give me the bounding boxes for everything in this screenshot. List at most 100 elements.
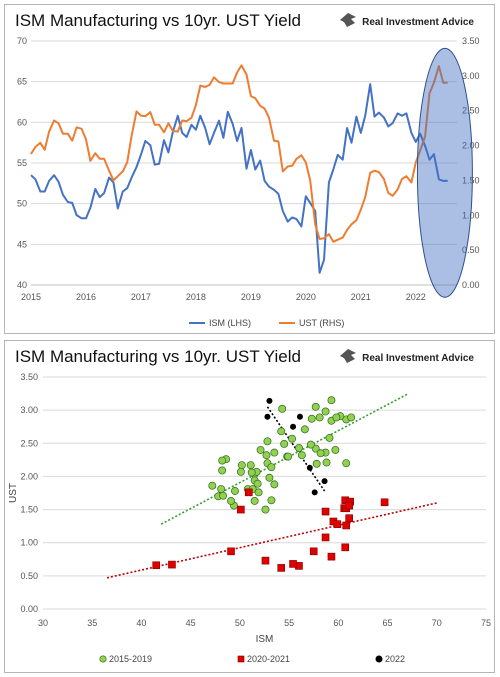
x-tick-label: 2018 <box>186 292 206 302</box>
scatter-point <box>237 505 245 514</box>
scatter-point <box>265 473 274 482</box>
scatter-point <box>219 491 228 500</box>
scatter-point <box>208 481 217 490</box>
scatter-point <box>321 407 330 416</box>
scatter-point <box>218 466 227 475</box>
x-tick-label: 2021 <box>351 292 371 302</box>
scatter-point <box>278 404 287 413</box>
bottom-logo: Real Investment Advice <box>338 347 474 370</box>
scatter-point <box>321 533 330 542</box>
scatter-point <box>342 459 351 468</box>
x-tick-label: 60 <box>333 618 343 628</box>
eagle-icon <box>338 11 358 34</box>
x-tick-label: 2020 <box>296 292 316 302</box>
x-tick-label: 40 <box>136 618 146 628</box>
y-tick-label: 3.00 <box>20 405 38 415</box>
scatter-point <box>342 521 351 530</box>
highlight-ellipse <box>416 47 473 298</box>
trendline <box>160 393 408 525</box>
scatter-point <box>270 448 279 457</box>
scatter-point <box>227 547 235 556</box>
trendline <box>266 406 326 492</box>
trendline <box>106 502 437 579</box>
scatter-point <box>236 467 245 476</box>
bottom-chart-title: ISM Manufacturing vs 10yr. UST Yield <box>15 347 301 366</box>
scatter-point <box>307 414 316 423</box>
scatter-point <box>267 496 276 505</box>
y-left-tick-label: 60 <box>17 117 27 127</box>
x-tick-label: 2016 <box>76 292 96 302</box>
scatter-point <box>237 461 246 470</box>
scatter-point <box>297 451 306 460</box>
scatter-point <box>289 560 297 568</box>
x-tick-label: 30 <box>38 618 48 628</box>
scatter-point <box>261 556 270 565</box>
scatter-point <box>327 396 336 405</box>
x-tick-label: 70 <box>432 618 442 628</box>
scatter-point <box>277 564 286 572</box>
scatter-point <box>250 497 259 505</box>
y-right-tick-label: 0.50 <box>462 245 480 255</box>
top-chart-panel: ISM Manufacturing vs 10yr. UST Yield Rea… <box>4 4 495 334</box>
scatter-point <box>341 543 350 552</box>
x-tick-label: 2022 <box>406 292 426 302</box>
scatter-point <box>217 485 226 493</box>
x-tick-label: 2015 <box>21 292 41 302</box>
scatter-point <box>321 478 328 485</box>
x-tick-label: 45 <box>186 618 196 628</box>
legend-label: 2022 <box>385 654 405 664</box>
series-line-ism <box>30 83 448 274</box>
scatter-point <box>327 552 336 561</box>
scatter-point <box>247 468 256 477</box>
scatter-point <box>261 505 270 514</box>
line-chart-svg: 404550556065700.000.501.001.502.002.503.… <box>17 36 480 328</box>
scatter-point <box>380 498 389 507</box>
x-tick-label: 2017 <box>131 292 151 302</box>
scatter-point <box>218 456 227 465</box>
scatter-point <box>345 501 353 510</box>
scatter-point <box>246 461 255 470</box>
y-right-tick-label: 3.50 <box>462 36 480 46</box>
y-tick-label: 2.50 <box>20 438 38 448</box>
y-right-tick-label: 0.00 <box>462 280 480 290</box>
scatter-point <box>168 560 176 569</box>
top-logo: Real Investment Advice <box>338 11 474 34</box>
scatter-chart-svg: 0.00 0.50 1.00 1.50 2.00 2.50 3.00 3.50 30 35 40 45… <box>8 372 491 664</box>
x-tick-label: 65 <box>383 618 393 628</box>
y-tick-label: 0.00 <box>20 604 38 614</box>
y-right-tick-label: 2.00 <box>462 141 480 151</box>
scatter-point <box>288 434 297 443</box>
scatter-point <box>296 413 303 420</box>
bottom-chart-panel: ISM Manufacturing vs 10yr. UST Yield Rea… <box>4 340 495 673</box>
scatter-point <box>244 488 253 497</box>
scatter-point <box>264 413 271 420</box>
scatter-point <box>290 423 297 430</box>
scatter-point <box>331 445 340 454</box>
scatter-point <box>312 459 321 468</box>
legend-label: UST (RHS) <box>299 318 344 328</box>
y-tick-label: 3.50 <box>20 372 38 382</box>
scatter-point <box>266 397 273 404</box>
eagle-icon <box>338 347 358 370</box>
y-right-tick-label: 3.00 <box>462 71 480 81</box>
legend-label: ISM (LHS) <box>209 318 251 328</box>
scatter-point <box>295 443 303 452</box>
legend-swatch <box>237 655 245 663</box>
legend-swatch <box>99 655 107 663</box>
y-left-tick-label: 45 <box>17 239 27 249</box>
scatter-point <box>300 425 309 434</box>
scatter-point <box>315 413 324 422</box>
scatter-point <box>280 439 289 448</box>
y-right-tick-label: 1.50 <box>462 175 480 185</box>
series-line-ust <box>30 64 448 243</box>
legend-label: 2015-2019 <box>109 654 152 664</box>
scatter-point <box>347 413 356 422</box>
scatter-point <box>263 437 272 446</box>
legend-swatch <box>375 655 383 663</box>
scatter-point <box>267 463 276 472</box>
scatter-point <box>270 480 279 489</box>
bottom-logo-text: Real Investment Advice <box>362 353 474 364</box>
scatter-point <box>316 449 325 458</box>
scatter-point <box>256 445 265 454</box>
scatter-point <box>311 489 318 496</box>
